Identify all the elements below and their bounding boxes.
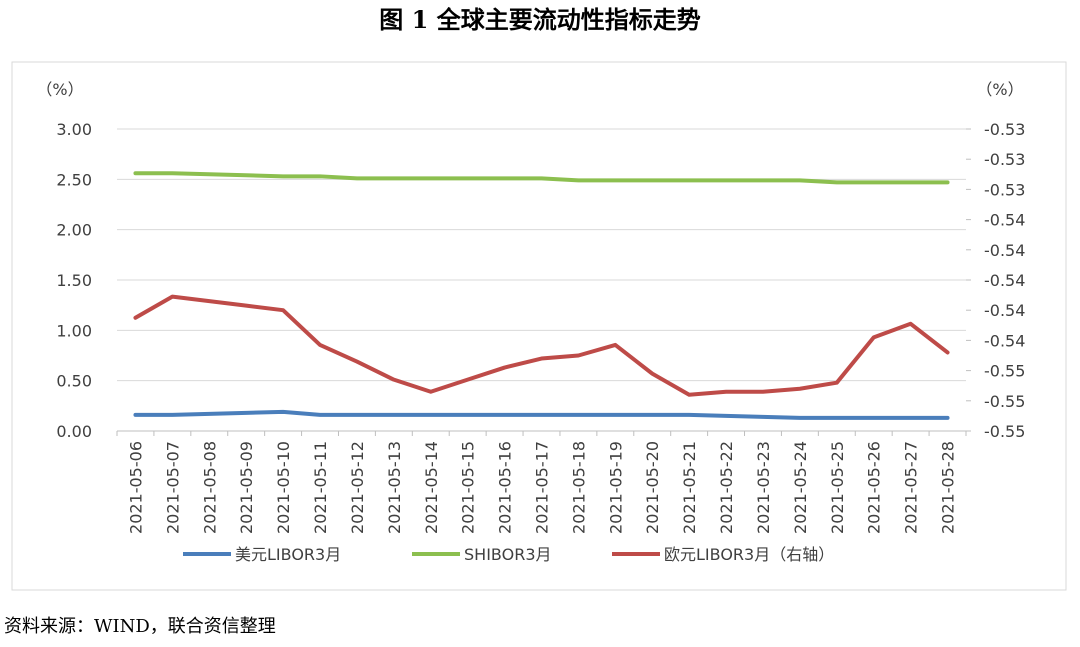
y2-tick-label: -0.53 xyxy=(984,150,1025,169)
y2-tick-label: -0.53 xyxy=(984,180,1025,199)
x-tick-label: 2021-05-07 xyxy=(163,441,182,534)
x-tick-label: 2021-05-06 xyxy=(126,441,145,534)
x-tick-label: 2021-05-17 xyxy=(533,441,552,534)
y2-tick-label: -0.54 xyxy=(984,331,1025,350)
y2-tick-label: -0.55 xyxy=(984,422,1025,441)
x-tick-label: 2021-05-20 xyxy=(643,441,662,534)
x-tick-label: 2021-05-11 xyxy=(311,441,330,534)
y-tick-label: 3.00 xyxy=(56,120,92,139)
legend-label: 美元LIBOR3月 xyxy=(235,545,341,564)
y-tick-label: 0.00 xyxy=(56,422,92,441)
y2-tick-label: -0.54 xyxy=(984,241,1025,260)
x-tick-label: 2021-05-26 xyxy=(865,441,884,534)
y2-tick-label: -0.54 xyxy=(984,271,1025,290)
y2-tick-label: -0.53 xyxy=(984,120,1025,139)
x-tick-label: 2021-05-09 xyxy=(237,441,256,534)
y-tick-label: 0.50 xyxy=(56,372,92,391)
x-tick-label: 2021-05-14 xyxy=(422,441,441,534)
x-tick-label: 2021-05-28 xyxy=(939,441,958,534)
x-tick-label: 2021-05-12 xyxy=(348,441,367,534)
x-tick-label: 2021-05-23 xyxy=(754,441,773,534)
x-tick-label: 2021-05-21 xyxy=(680,441,699,534)
y2-tick-label: -0.55 xyxy=(984,362,1025,381)
x-tick-label: 2021-05-22 xyxy=(717,441,736,534)
series-line xyxy=(133,171,950,185)
x-tick-label: 2021-05-19 xyxy=(606,441,625,534)
x-tick-label: 2021-05-25 xyxy=(828,441,847,534)
source-note: 资料来源：WIND，联合资信整理 xyxy=(4,616,276,637)
x-tick-label: 2021-05-13 xyxy=(385,441,404,534)
x-tick-label: 2021-05-10 xyxy=(274,441,293,534)
x-tick-label: 2021-05-27 xyxy=(902,441,921,534)
y-tick-label: 2.00 xyxy=(56,221,92,240)
legend-label: 欧元LIBOR3月（右轴） xyxy=(664,545,834,564)
x-tick-label: 2021-05-08 xyxy=(200,441,219,534)
y2-axis-label: （%） xyxy=(976,80,1023,99)
y2-tick-label: -0.54 xyxy=(984,301,1025,320)
chart-frame xyxy=(11,61,1067,591)
chart-title: 图 1 全球主要流动性指标走势 xyxy=(379,5,700,34)
y-tick-label: 1.50 xyxy=(56,271,92,290)
series-line xyxy=(133,409,950,420)
y-tick-label: 2.50 xyxy=(56,170,92,189)
series-line xyxy=(133,294,950,397)
y-tick-label: 1.00 xyxy=(56,321,92,340)
y2-tick-label: -0.54 xyxy=(984,211,1025,230)
x-tick-label: 2021-05-15 xyxy=(459,441,478,534)
legend-label: SHIBOR3月 xyxy=(464,545,552,564)
x-tick-label: 2021-05-16 xyxy=(496,441,515,534)
x-tick-label: 2021-05-18 xyxy=(569,441,588,534)
y-axis-label: （%） xyxy=(36,80,83,99)
y2-tick-label: -0.55 xyxy=(984,392,1025,411)
x-tick-label: 2021-05-24 xyxy=(791,441,810,534)
